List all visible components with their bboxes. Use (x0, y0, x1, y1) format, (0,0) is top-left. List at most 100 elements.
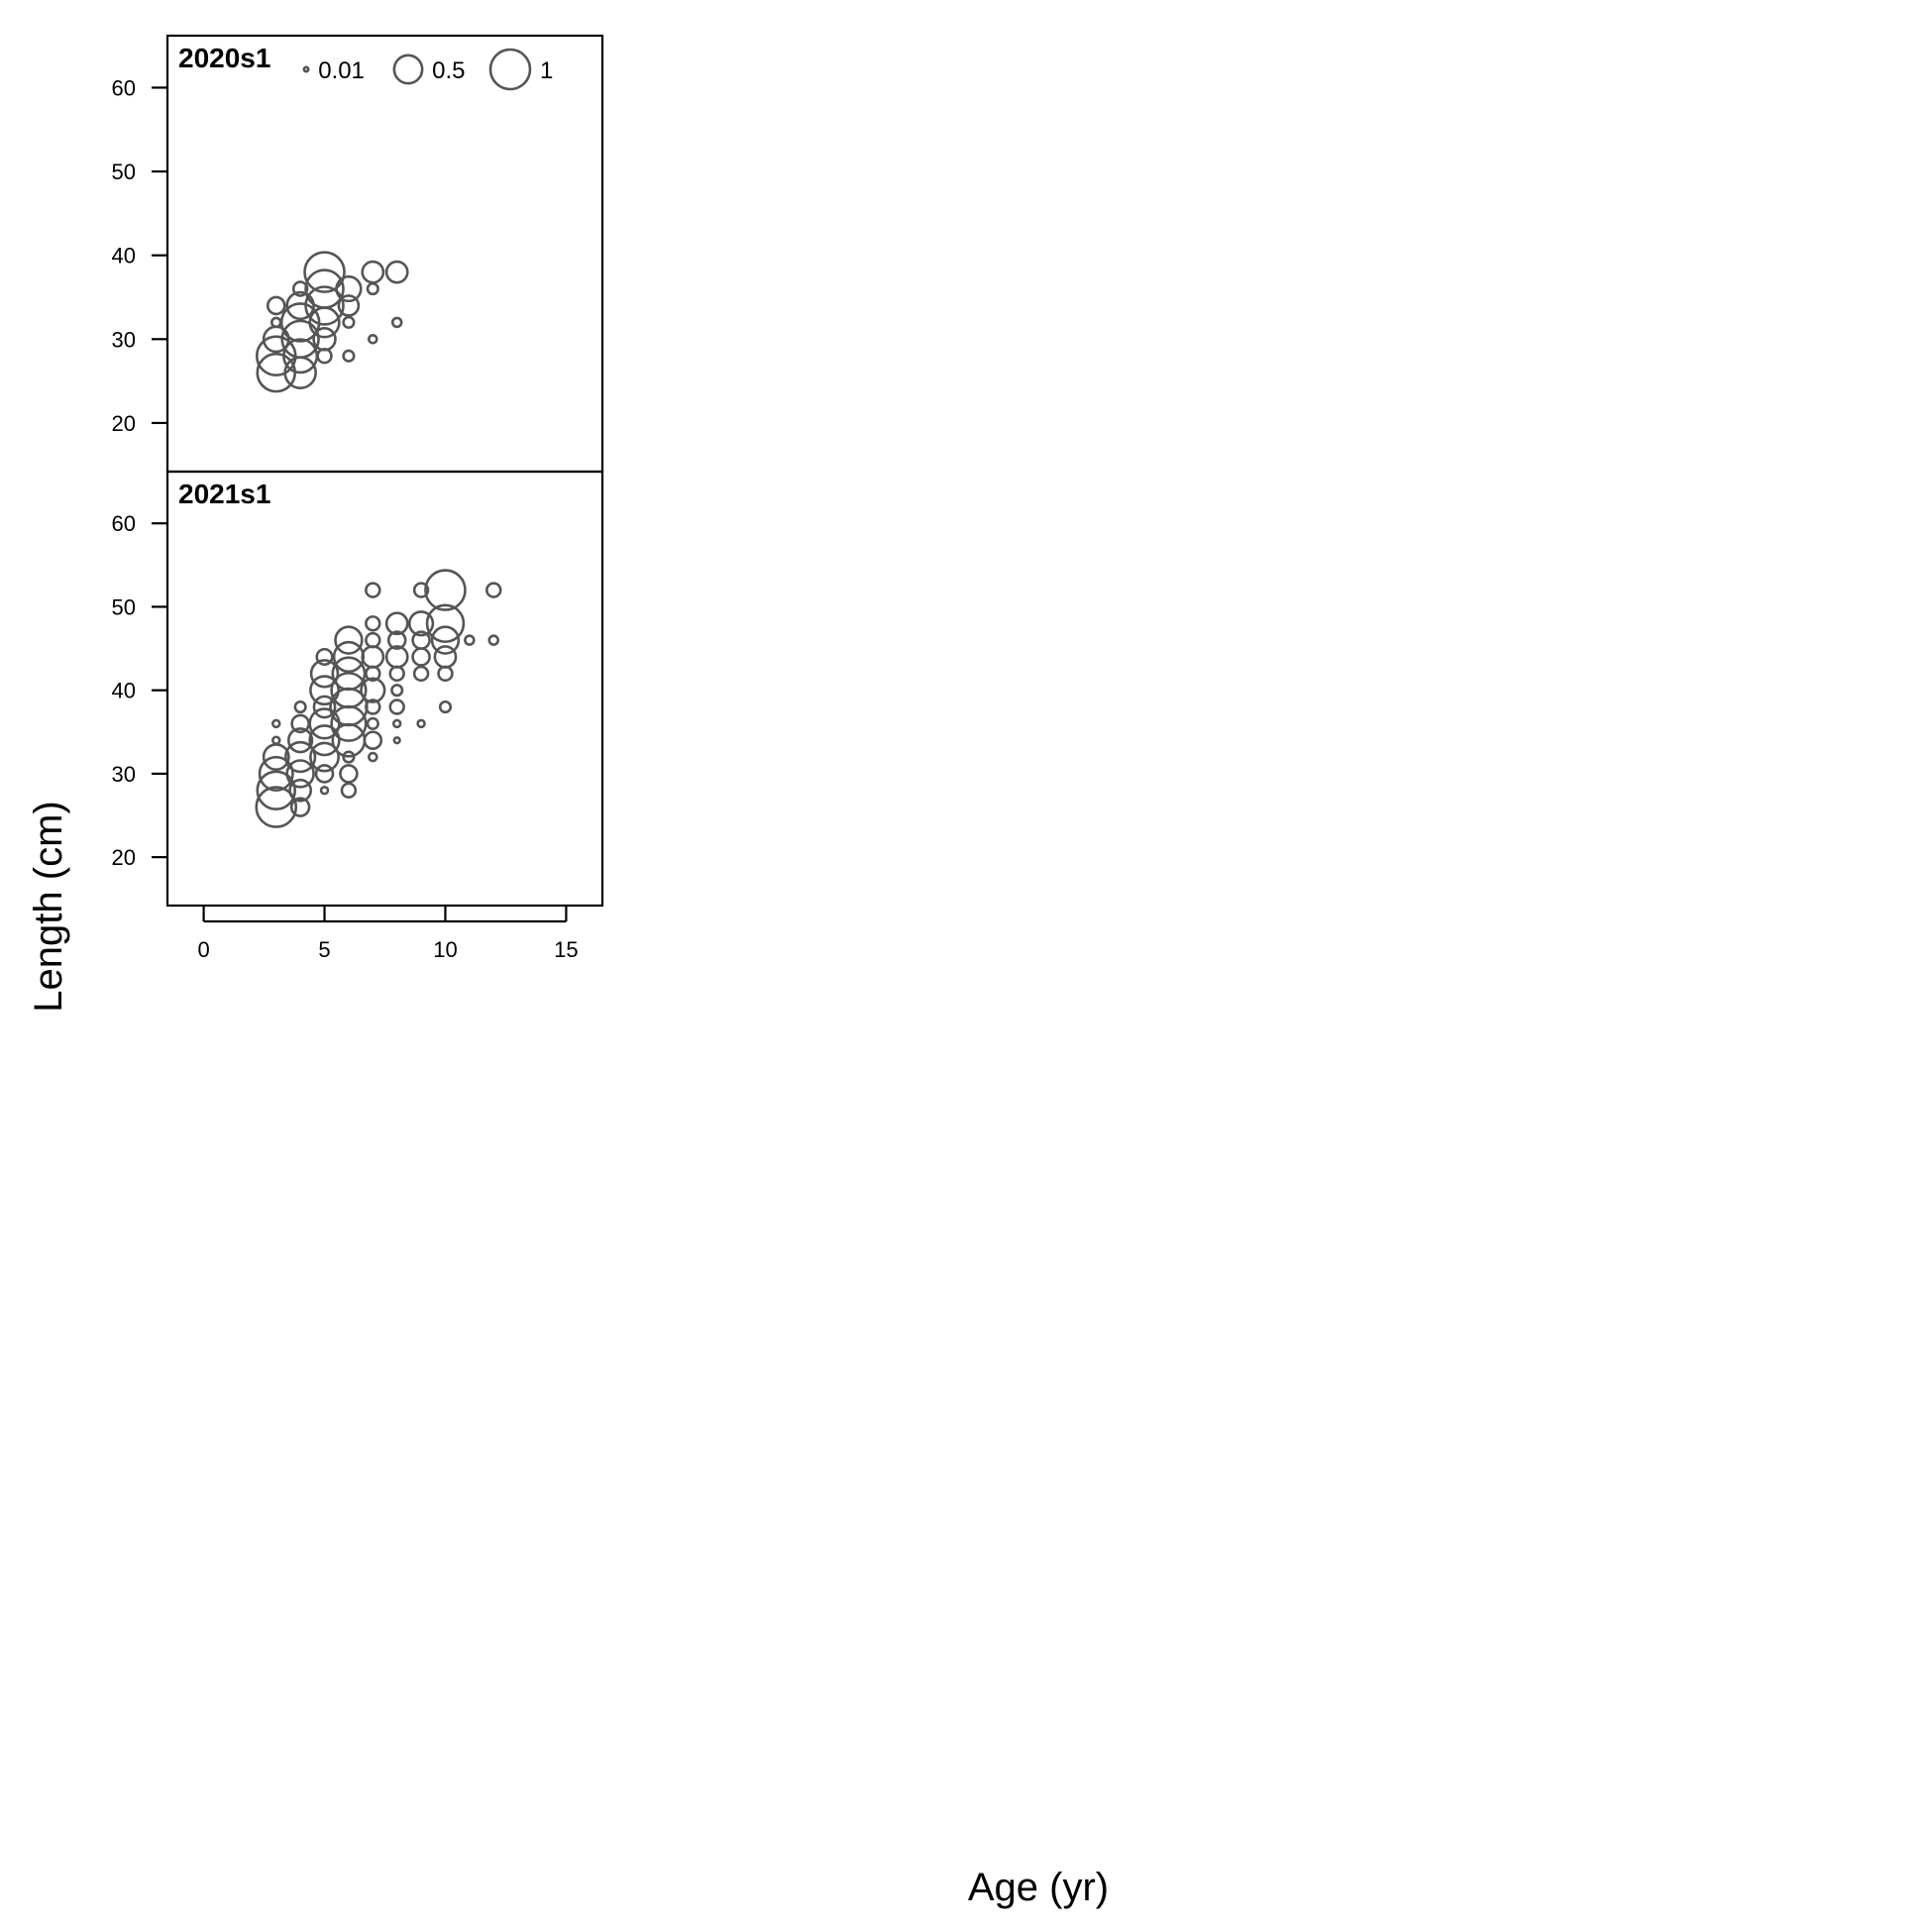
bubble-point (485, 582, 502, 598)
bubble-point (258, 755, 294, 792)
bubble-point (368, 751, 378, 763)
bubble-point (411, 647, 431, 667)
bubble-point (388, 698, 405, 715)
bubble-point (342, 750, 356, 764)
bubble-point (309, 741, 340, 773)
x-axis-title: Age (yr) (968, 1866, 1109, 1909)
legend-label: 0.01 (318, 57, 365, 84)
bubble-point (384, 260, 409, 284)
x-tick-label: 0 (197, 937, 209, 962)
y-tick-label: 20 (112, 845, 136, 870)
y-tick-label: 60 (112, 75, 136, 100)
bubble-point (437, 665, 454, 683)
bubble-point (308, 724, 341, 757)
bubble-point (293, 699, 307, 714)
bubble-point (365, 615, 381, 632)
y-tick-label: 30 (112, 762, 136, 787)
bubble-point (266, 295, 286, 316)
bubble-point (304, 285, 345, 326)
bubble-point (314, 764, 335, 784)
bubble-point (309, 659, 340, 689)
size-legend: 0.01 0.5 1 (302, 48, 553, 91)
bubble-point (285, 759, 315, 789)
bubble-point (390, 684, 404, 698)
bubble-point (312, 327, 337, 352)
bubble-point (386, 630, 407, 650)
bubble-point (342, 315, 356, 329)
bubble-point (282, 338, 319, 375)
bubble-point (464, 634, 476, 646)
bubble-point (416, 718, 426, 729)
bubble-point (288, 778, 313, 803)
bubble-point (361, 645, 385, 669)
y-tick-label: 60 (112, 511, 136, 536)
bubble-point (366, 281, 379, 296)
bubble-point (384, 645, 409, 669)
bubble-point (384, 611, 409, 636)
bubble-point (361, 260, 385, 284)
panel-label: 2021s1 (178, 479, 270, 509)
bubble-point (291, 280, 309, 297)
bubble-point (312, 695, 337, 719)
panels-layer: 20 30 40 50 60 2020s1 20 30 40 50 60 2021s1 0 5 10 15 (112, 34, 604, 962)
bubble-point (284, 740, 317, 774)
bubble-point (365, 631, 381, 649)
bubble-point (335, 274, 363, 303)
bubble-point (280, 319, 320, 360)
x-tick-label: 5 (318, 937, 330, 962)
bubble-point (342, 349, 356, 363)
bubble-point (363, 730, 383, 751)
bubble-point (425, 603, 466, 644)
bubble-point (315, 647, 334, 667)
legend-label: 1 (540, 57, 553, 84)
legend-bubble (302, 65, 310, 73)
y-axis-title: Length (cm) (27, 801, 70, 1012)
legend-label: 0.5 (432, 57, 465, 84)
x-tick-label: 10 (433, 937, 457, 962)
bubble-point (412, 582, 430, 598)
bubble-point (391, 718, 402, 729)
bubble-point (339, 764, 359, 784)
bubble-point (411, 630, 431, 650)
y-tick-label: 20 (112, 411, 136, 436)
bubble-point (365, 698, 381, 715)
bubble-point (392, 736, 401, 745)
bubble-point (366, 716, 379, 730)
bubble-point (330, 672, 368, 709)
bubble-point (287, 727, 314, 754)
bubble-point (438, 699, 453, 714)
bubble-point (365, 582, 381, 598)
bubble-point (337, 294, 361, 317)
bubble-point (303, 251, 346, 293)
bubble-point (360, 677, 386, 703)
panel-2020s1: 20 30 40 50 60 2020s1 (112, 34, 604, 474)
bubble-point (487, 634, 500, 646)
bubble-point (334, 625, 364, 655)
bubble-point (331, 656, 367, 692)
bubble-point (289, 797, 311, 817)
bubble-point (255, 786, 298, 828)
y-tick-label: 50 (112, 160, 136, 184)
x-tick-label: 15 (554, 937, 578, 962)
bubble-point (368, 334, 378, 345)
y-tick-label: 40 (112, 679, 136, 703)
panel-label: 2020s1 (178, 43, 270, 73)
y-tick-label: 50 (112, 594, 136, 619)
legend-bubble (392, 54, 424, 85)
bubble-point (390, 316, 403, 329)
bubble-point (270, 718, 281, 729)
y-tick-label: 30 (112, 327, 136, 352)
legend-bubble (488, 48, 532, 91)
bubble-point (256, 770, 297, 811)
bubble-point (340, 782, 358, 799)
panel-2021s1: 20 30 40 50 60 2021s1 0 5 10 15 (112, 470, 604, 962)
panel-frame (165, 470, 604, 908)
bubble-point (388, 665, 405, 683)
bubble-point (424, 569, 467, 611)
bubble-point (407, 610, 435, 637)
bubble-point (430, 625, 461, 655)
bubble-point (319, 785, 330, 796)
bubble-point (256, 352, 297, 393)
panel-frame (165, 34, 604, 474)
